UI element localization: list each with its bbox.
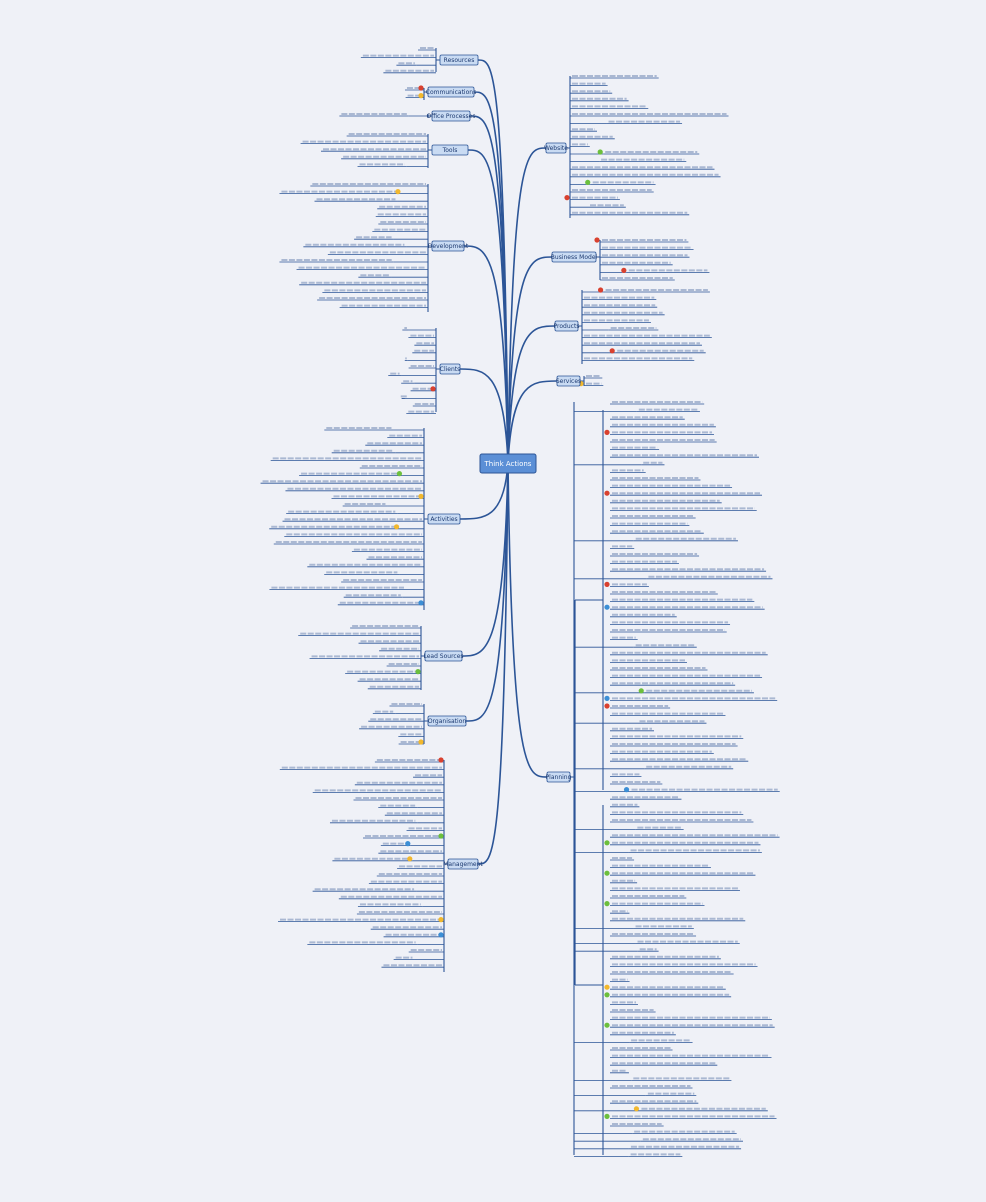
leaf-icon bbox=[393, 524, 400, 530]
links bbox=[420, 48, 604, 1155]
leaf-icon bbox=[405, 841, 411, 847]
leaf-icon bbox=[438, 932, 444, 938]
branch-label: Products bbox=[554, 323, 580, 330]
center-label: Think Actions bbox=[484, 460, 532, 468]
branch-label: Tools bbox=[442, 147, 458, 154]
leaf-icon bbox=[418, 739, 424, 745]
branch-label: Clients bbox=[440, 366, 461, 373]
branch-label: Resources bbox=[444, 57, 475, 64]
branch-node[interactable] bbox=[427, 86, 475, 98]
leaf-icon bbox=[623, 787, 630, 793]
leaf-icon bbox=[604, 1113, 610, 1119]
branch-link bbox=[507, 256, 553, 464]
leaf-icon bbox=[604, 1022, 610, 1028]
branch-node[interactable] bbox=[556, 375, 581, 387]
leaf-icon bbox=[604, 429, 610, 435]
branch-label: Website bbox=[544, 145, 568, 152]
branch-node[interactable] bbox=[546, 771, 571, 783]
branch-node[interactable] bbox=[431, 240, 465, 252]
branch-node[interactable] bbox=[447, 858, 479, 870]
branch-node[interactable] bbox=[431, 110, 471, 122]
branch-node[interactable] bbox=[431, 144, 469, 156]
nodes: Resources Communications Office Processes T… bbox=[423, 54, 598, 870]
leaves bbox=[260, 47, 780, 1157]
branch-label: Services bbox=[556, 378, 581, 385]
leaf-icon bbox=[418, 493, 424, 499]
leaf-icon bbox=[609, 348, 615, 354]
leaf-icon bbox=[604, 992, 610, 998]
branch-label: Management bbox=[443, 861, 483, 868]
center-node[interactable] bbox=[479, 453, 537, 474]
leaf-icon bbox=[564, 195, 570, 201]
branch-link bbox=[507, 147, 547, 464]
leaf-icon bbox=[604, 901, 610, 907]
branch-node[interactable] bbox=[424, 650, 463, 662]
leaf-icon bbox=[415, 669, 421, 675]
branch-node[interactable] bbox=[439, 363, 461, 375]
branch-link bbox=[477, 462, 509, 865]
leaf-icon bbox=[585, 179, 591, 185]
branch-node[interactable] bbox=[551, 251, 597, 263]
branch-node[interactable] bbox=[554, 320, 579, 332]
leaf-icon bbox=[395, 189, 401, 195]
leaf-icon bbox=[604, 703, 610, 709]
leaf-icon bbox=[597, 149, 603, 155]
leaf-icon bbox=[604, 604, 610, 610]
leaf-icon bbox=[604, 870, 610, 876]
leaf-icon bbox=[633, 1106, 640, 1112]
branch-label: Office Processes bbox=[427, 113, 476, 120]
branch-node[interactable] bbox=[545, 142, 567, 154]
leaf-icon bbox=[604, 695, 610, 702]
branch-node[interactable] bbox=[427, 513, 461, 525]
branch-node[interactable] bbox=[427, 715, 467, 727]
branch-label: Organisation bbox=[428, 718, 467, 725]
leaf-icon bbox=[638, 688, 644, 694]
leaf-icon bbox=[604, 581, 610, 588]
branch-link bbox=[507, 380, 558, 464]
branch-label: Business Model bbox=[551, 254, 598, 261]
branch-label: Activities bbox=[430, 516, 457, 523]
leaf-icon bbox=[418, 93, 424, 99]
leaf-icon bbox=[438, 833, 444, 839]
leaf-icon bbox=[597, 287, 604, 293]
leaf-icon bbox=[604, 840, 610, 846]
branch-label: Lead Sources bbox=[423, 653, 463, 660]
leaf-icon bbox=[621, 267, 627, 273]
branch-link bbox=[459, 462, 509, 520]
leaf-icon bbox=[407, 856, 413, 862]
leaf-icon bbox=[418, 600, 424, 606]
branch-link bbox=[463, 245, 509, 464]
leaf-icon bbox=[604, 490, 610, 496]
branch-label: Planning bbox=[546, 774, 572, 781]
leaf-icon bbox=[396, 471, 403, 477]
branch-label: Communications bbox=[426, 89, 476, 96]
branch-link bbox=[459, 368, 509, 464]
leaf-icon bbox=[418, 85, 424, 91]
branch-node[interactable] bbox=[439, 54, 479, 66]
branch-link bbox=[467, 149, 509, 464]
branch-link bbox=[507, 325, 556, 464]
leaf-icon bbox=[438, 917, 444, 923]
leaf-icon bbox=[430, 386, 436, 392]
leaf-icon bbox=[604, 984, 610, 990]
leaf-icon bbox=[594, 237, 600, 243]
leaf-icon bbox=[438, 757, 444, 763]
branch-link bbox=[507, 462, 548, 778]
branch-link bbox=[465, 462, 509, 722]
branch-label: Development bbox=[428, 243, 469, 250]
